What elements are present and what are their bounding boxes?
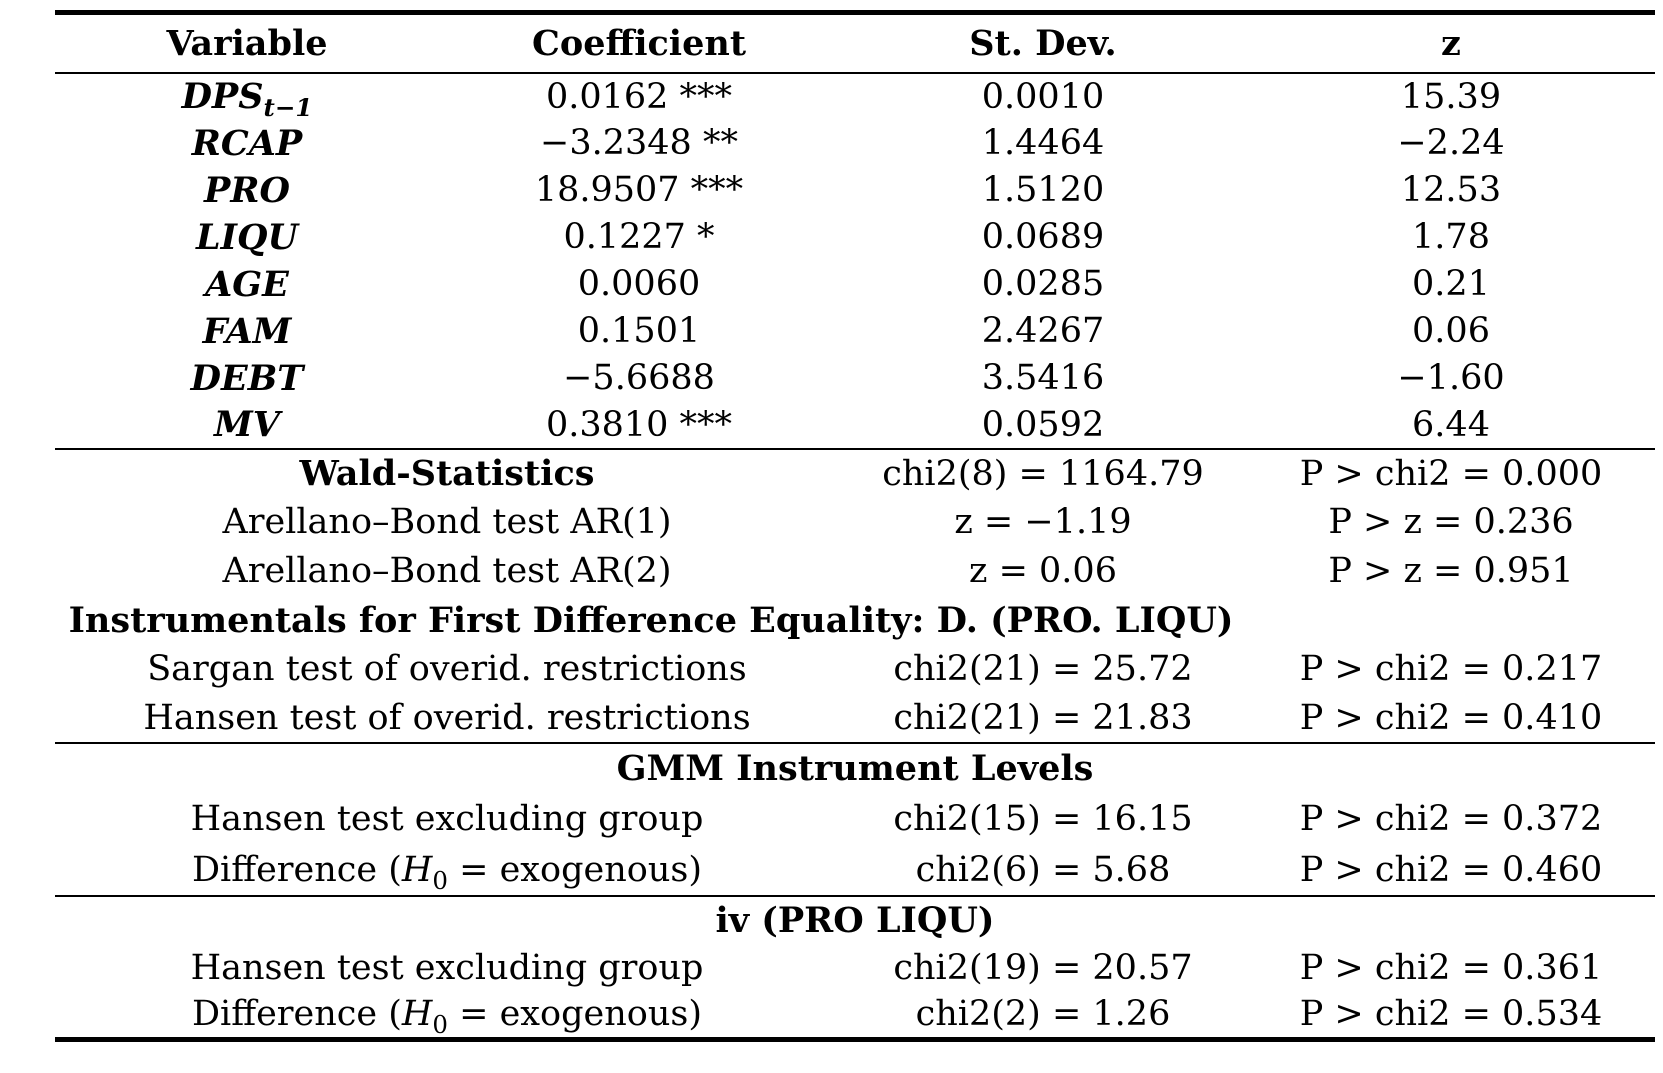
coefficient-rows: DPSt−1 0.0162 *** 0.0010 15.39 RCAP −3.2… [55, 73, 1655, 449]
stat-value: chi2(21) = 25.72 [893, 649, 1193, 689]
coefficient-cell: 0.0162 *** [545, 76, 733, 117]
stdev-cell: 2.4267 [981, 311, 1105, 351]
stdev-cell: 0.0285 [981, 264, 1105, 304]
coefficient-cell: 0.1227 * [563, 217, 715, 257]
coefficient-cell: 0.0060 [577, 264, 701, 304]
stat-label: Hansen test excluding group [190, 799, 704, 839]
stdev-cell: 0.0592 [981, 404, 1105, 445]
stat-value: chi2(15) = 16.15 [893, 799, 1193, 839]
stat-label: Hansen test of overid. restrictions [143, 697, 751, 738]
section-subheader-row: Instrumentals for First Difference Equal… [55, 596, 1655, 645]
stat-row: Sargan test of overid. restrictions chi2… [55, 645, 1655, 694]
stdev-cell: 0.0689 [981, 217, 1105, 257]
stat-label: Wald-Statistics [299, 453, 595, 494]
stat-value: chi2(21) = 21.83 [893, 697, 1193, 738]
table-header: Variable Coefficient St. Dev. z [55, 13, 1655, 73]
stat-row: Hansen test excluding group chi2(19) = 2… [55, 944, 1655, 992]
stat-label: Sargan test of overid. restrictions [147, 649, 747, 689]
coefficient-cell: −3.2348 ** [540, 123, 738, 163]
stat-row: Arellano–Bond test AR(2) z = 0.06 P > z … [55, 547, 1655, 596]
coefficient-cell: 18.9507 *** [534, 170, 744, 210]
z-cell: 0.06 [1412, 311, 1490, 351]
gmm-section-title: GMM Instrument Levels [616, 748, 1094, 789]
col-header-z: z [1441, 22, 1461, 64]
table-row: PRO 18.9507 *** 1.5120 12.53 [55, 167, 1655, 214]
stdev-cell: 1.5120 [981, 170, 1105, 210]
stat-pvalue: P > chi2 = 0.217 [1299, 649, 1603, 689]
col-header-variable: Variable [166, 22, 328, 64]
z-cell: 1.78 [1412, 217, 1490, 257]
iv-section: iv (PRO LIQU) Hansen test excluding grou… [55, 896, 1655, 1040]
stat-label: Difference (H0 = exogenous) [191, 994, 703, 1040]
z-cell: 0.21 [1412, 264, 1490, 304]
col-header-stdev: St. Dev. [969, 22, 1117, 64]
z-cell: 15.39 [1400, 76, 1502, 117]
stat-pvalue: P > chi2 = 0.361 [1299, 947, 1603, 988]
diagnostics-rows: Wald-Statistics chi2(8) = 1164.79 P > ch… [55, 449, 1655, 743]
stat-value: chi2(6) = 5.68 [915, 849, 1171, 890]
table-row: DEBT −5.6688 3.5416 −1.60 [55, 355, 1655, 402]
table-row: RCAP −3.2348 ** 1.4464 −2.24 [55, 120, 1655, 167]
stat-label: Arellano–Bond test AR(1) [222, 502, 672, 542]
stat-row: Wald-Statistics chi2(8) = 1164.79 P > ch… [55, 449, 1655, 498]
gmm-levels-section: GMM Instrument Levels Hansen test exclud… [55, 743, 1655, 896]
stat-row: Difference (H0 = exogenous) chi2(6) = 5.… [55, 845, 1655, 896]
stat-value: chi2(2) = 1.26 [915, 994, 1171, 1035]
stat-label: Hansen test excluding group [190, 947, 704, 988]
stat-pvalue: P > z = 0.236 [1328, 502, 1574, 542]
stat-row: Difference (H0 = exogenous) chi2(2) = 1.… [55, 992, 1655, 1040]
stat-value: chi2(8) = 1164.79 [882, 453, 1204, 494]
z-cell: −1.60 [1397, 358, 1505, 398]
table-row: LIQU 0.1227 * 0.0689 1.78 [55, 214, 1655, 261]
variable-cell: DPSt−1 [181, 76, 313, 122]
col-header-coefficient: Coefficient [532, 22, 746, 64]
variable-cell: DEBT [190, 357, 304, 399]
z-cell: −2.24 [1397, 123, 1505, 163]
gmm-section-title-row: GMM Instrument Levels [55, 743, 1655, 794]
header-row: Variable Coefficient St. Dev. z [55, 13, 1655, 73]
regression-results-table: Variable Coefficient St. Dev. z DPSt−1 0… [55, 10, 1655, 1042]
z-cell: 12.53 [1400, 170, 1502, 210]
variable-cell: AGE [205, 263, 289, 305]
stdev-cell: 0.0010 [981, 76, 1105, 117]
coefficient-cell: −5.6688 [563, 358, 715, 398]
stat-row: Hansen test excluding group chi2(15) = 1… [55, 794, 1655, 845]
stat-label: Difference (H0 = exogenous) [191, 849, 703, 895]
stat-label: Arellano–Bond test AR(2) [222, 551, 672, 591]
section-subheader: Instrumentals for First Difference Equal… [68, 599, 1234, 641]
stat-row: Arellano–Bond test AR(1) z = −1.19 P > z… [55, 498, 1655, 547]
stat-pvalue: P > chi2 = 0.460 [1299, 849, 1603, 890]
stat-pvalue: P > z = 0.951 [1328, 551, 1574, 591]
stat-pvalue: P > chi2 = 0.410 [1299, 697, 1603, 738]
variable-cell: FAM [202, 310, 292, 352]
stdev-cell: 3.5416 [981, 358, 1105, 398]
coefficient-cell: 0.3810 *** [545, 404, 733, 445]
stat-value: z = 0.06 [969, 551, 1117, 591]
stat-value: z = −1.19 [954, 502, 1132, 542]
stat-value: chi2(19) = 20.57 [893, 947, 1193, 988]
stdev-cell: 1.4464 [981, 123, 1105, 163]
stat-row: Hansen test of overid. restrictions chi2… [55, 694, 1655, 743]
table-row: MV 0.3810 *** 0.0592 6.44 [55, 402, 1655, 449]
variable-cell: RCAP [191, 122, 303, 164]
iv-section-title: iv (PRO LIQU) [715, 899, 995, 941]
variable-cell: MV [214, 404, 280, 445]
variable-cell: LIQU [196, 216, 298, 258]
table-row: DPSt−1 0.0162 *** 0.0010 15.39 [55, 73, 1655, 120]
variable-cell: PRO [204, 169, 290, 211]
table-row: FAM 0.1501 2.4267 0.06 [55, 308, 1655, 355]
stat-pvalue: P > chi2 = 0.000 [1299, 453, 1603, 494]
empty-cell [1247, 596, 1655, 645]
table-row: AGE 0.0060 0.0285 0.21 [55, 261, 1655, 308]
coefficient-cell: 0.1501 [577, 311, 701, 351]
stat-pvalue: P > chi2 = 0.372 [1299, 799, 1603, 839]
z-cell: 6.44 [1412, 404, 1490, 445]
iv-section-title-row: iv (PRO LIQU) [55, 896, 1655, 944]
stat-pvalue: P > chi2 = 0.534 [1299, 994, 1603, 1035]
